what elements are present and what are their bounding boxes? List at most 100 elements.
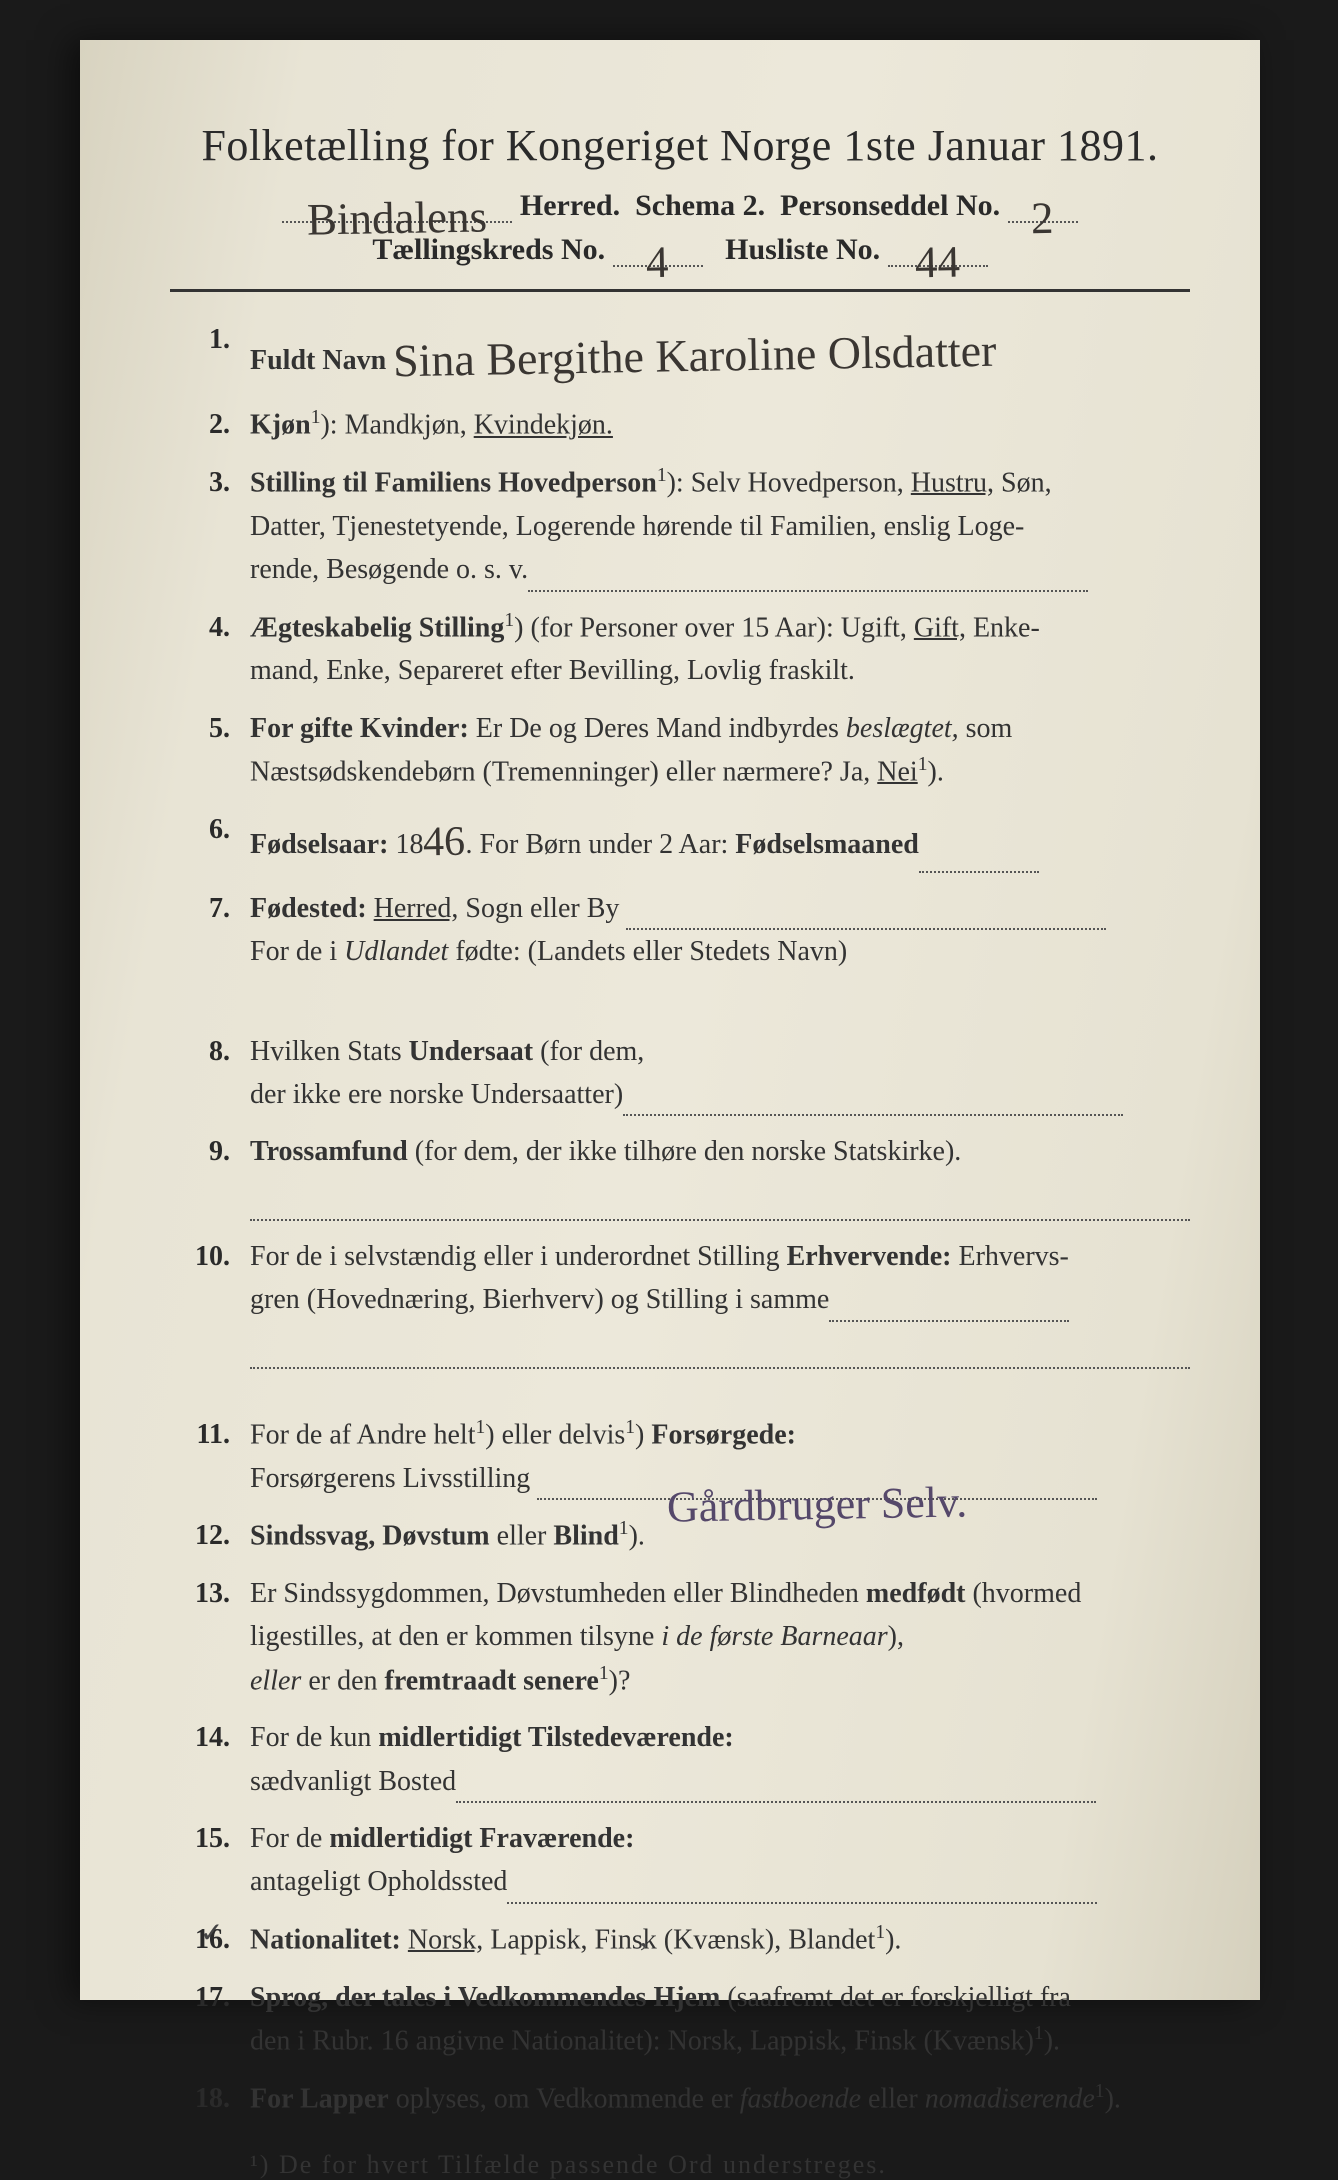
f15-line2: antageligt Opholdssted xyxy=(250,1866,507,1897)
census-form-page: Folketælling for Kongeriget Norge 1ste J… xyxy=(80,40,1260,2000)
f14-line2: sædvanligt Bosted xyxy=(250,1766,456,1797)
f13-l2a: ligestilles, at den er kommen tilsyne xyxy=(250,1621,654,1652)
field-1-name: Fuldt Navn Sina Bergithe Karoline Olsdat… xyxy=(170,318,1190,389)
f11-t1: For de af Andre helt xyxy=(250,1419,476,1450)
f17-text: (saafremt det er forskjelligt fra xyxy=(727,1982,1071,2013)
f10-line2: gren (Hovednæring, Bierhverv) og Stillin… xyxy=(250,1284,829,1315)
f8-c: (for dem, xyxy=(540,1036,644,1067)
mark-icon: ✓ xyxy=(200,1916,223,1950)
field-6-birthyear: Fødselsaar: 1846. For Børn under 2 Aar: … xyxy=(170,808,1190,873)
page-title: Folketælling for Kongeriget Norge 1ste J… xyxy=(170,120,1190,171)
field-16-nationality: Nationalitet: Norsk, Lappisk, Finsk (Kvæ… xyxy=(170,1918,1190,1962)
field-7-birthplace: Fødested: Herred, Sogn eller By For de i… xyxy=(170,887,1190,974)
f5-selected: Nei xyxy=(877,756,917,787)
f8-b: Undersaat xyxy=(409,1036,533,1067)
f3-label: Stilling til Familiens Hovedperson xyxy=(250,467,657,498)
field-list: Fuldt Navn Sina Bergithe Karoline Olsdat… xyxy=(170,318,1190,2120)
f16-selected: Norsk, xyxy=(408,1924,483,1955)
f13-l3: er den xyxy=(308,1665,377,1696)
footnote: ¹) De for hvert Tilfælde passende Ord un… xyxy=(170,2150,1190,2180)
f15-t: For de xyxy=(250,1823,322,1854)
f2-label: Kjøn xyxy=(250,410,311,441)
f5-i1: beslægtet, xyxy=(846,713,959,744)
f18-t1: oplyses, om Vedkommende er xyxy=(396,2083,733,2114)
f5-t2: som xyxy=(966,713,1013,744)
f18-i1: fastboende xyxy=(740,2083,861,2114)
field-3-relation: Stilling til Familiens Hovedperson1): Se… xyxy=(170,461,1190,592)
herred-name: Bindalens xyxy=(307,190,488,245)
f12-b2: Blind xyxy=(553,1520,618,1551)
f16-text: Lappisk, Finsk (Kvænsk), Blandet xyxy=(490,1924,875,1955)
f7-label: Fødested: xyxy=(250,893,367,924)
f10-b: Erhvervende: xyxy=(787,1241,952,1272)
f10-t2: Erhvervs- xyxy=(958,1241,1068,1272)
divider xyxy=(170,289,1190,292)
header-line-1: Bindalens Herred. Schema 2. Personseddel… xyxy=(170,189,1190,223)
husliste-no: 44 xyxy=(915,235,961,288)
f4-selected: Gift, xyxy=(914,612,966,643)
f3-line3: rende, Besøgende o. s. v. xyxy=(250,554,528,585)
f8-a: Hvilken Stats xyxy=(250,1036,402,1067)
kreds-no: 4 xyxy=(646,235,669,287)
husliste-label: Husliste No. xyxy=(725,233,880,266)
f14-t: For de kun xyxy=(250,1722,371,1753)
field-12-disability: Sindssvag, Døvstum eller Blind1). xyxy=(170,1514,1190,1558)
f2-opt-male: Mandkjøn, xyxy=(345,410,467,441)
f11-line2: Forsørgerens Livsstilling xyxy=(250,1463,530,1494)
f5-label: For gifte Kvinder: xyxy=(250,713,469,744)
f4-text: (for Personer over 15 Aar): Ugift, xyxy=(531,612,907,643)
f12-t: eller xyxy=(497,1520,547,1551)
f13-t1: Er Sindssygdommen, Døvstumheden eller Bl… xyxy=(250,1578,859,1609)
f5-line2: Næstsødskendebørn (Tremenninger) eller n… xyxy=(250,756,870,787)
field-17-language: Sprog, der tales i Vedkommendes Hjem (sa… xyxy=(170,1976,1190,2063)
herred-label: Herred. xyxy=(520,189,620,222)
f4-opts2: Enke- xyxy=(973,612,1040,643)
f15-b: midlertidigt Fraværende: xyxy=(329,1823,634,1854)
field-15-temp-absent: For de midlertidigt Fraværende: antageli… xyxy=(170,1817,1190,1904)
field-14-temp-present: For de kun midlertidigt Tilstedeværende:… xyxy=(170,1716,1190,1803)
f11-t2: eller delvis xyxy=(502,1419,626,1450)
field-11-supported: For de af Andre helt1) eller delvis1) Fo… xyxy=(170,1413,1190,1500)
f6-t2: . For Børn under 2 Aar: xyxy=(465,829,728,860)
f13-t2: (hvormed xyxy=(972,1578,1081,1609)
f7-l2a: For de i xyxy=(250,936,337,967)
f1-value: Sina Bergithe Karoline Olsdatter xyxy=(393,315,998,397)
schema-label: Schema 2. xyxy=(635,189,765,222)
f2-opt-female: Kvindekjøn. xyxy=(474,410,613,441)
field-18-lapp: For Lapper oplyses, om Vedkommende er fa… xyxy=(170,2077,1190,2121)
field-2-sex: Kjøn1): Mandkjøn, Kvindekjøn. xyxy=(170,403,1190,447)
f4-line2: mand, Enke, Separeret efter Bevilling, L… xyxy=(250,649,1190,692)
f13-l2i: i de første Barneaar xyxy=(661,1621,887,1652)
f3-opts2: Søn, xyxy=(1001,467,1052,498)
field-5-related: For gifte Kvinder: Er De og Deres Mand i… xyxy=(170,707,1190,794)
f3-line2: Datter, Tjenestetyende, Logerende hørend… xyxy=(250,505,1190,548)
f9-text: (for dem, der ikke tilhøre den norske St… xyxy=(415,1136,962,1167)
field-9-religion: Trossamfund (for dem, der ikke tilhøre d… xyxy=(170,1130,1190,1221)
field-10-occupation: For de i selvstændig eller i underordnet… xyxy=(170,1235,1190,1369)
f13-l3b: fremtraadt senere xyxy=(385,1665,599,1696)
f7-selected: Herred, xyxy=(374,893,459,924)
personseddel-no: 2 xyxy=(1031,191,1054,243)
f13-l2b: ), xyxy=(888,1621,904,1652)
f1-label: Fuldt Navn xyxy=(250,345,386,376)
f6-label2: Fødselsmaaned xyxy=(735,829,919,860)
f17-line2: den i Rubr. 16 angivne Nationalitet): No… xyxy=(250,2025,1034,2056)
f3-selected: Hustru, xyxy=(911,467,994,498)
f14-b: midlertidigt Tilstedeværende: xyxy=(378,1722,733,1753)
f13-b: medfødt xyxy=(866,1578,966,1609)
f3-opts1: Selv Hovedperson, xyxy=(691,467,904,498)
field-4-marital: Ægteskabelig Stilling1) (for Personer ov… xyxy=(170,606,1190,693)
f6-year: 46 xyxy=(423,809,466,875)
mark-icon: , xyxy=(640,1922,647,1954)
f6-label: Fødselsaar: xyxy=(250,829,388,860)
f4-label: Ægteskabelig Stilling xyxy=(250,612,504,643)
f7-l2b: fødte: (Landets eller Stedets Navn) xyxy=(455,936,847,967)
field-13-congenital: Er Sindssygdommen, Døvstumheden eller Bl… xyxy=(170,1572,1190,1703)
f13-l3i: eller xyxy=(250,1665,301,1696)
f18-b: For Lapper xyxy=(250,2083,389,2114)
f18-i2: nomadiserende xyxy=(925,2083,1095,2114)
f11-b: Forsørgede: xyxy=(651,1419,796,1450)
f7-l2i: Udlandet xyxy=(344,936,448,967)
f17-b: Sprog, der tales i Vedkommendes Hjem xyxy=(250,1982,720,2013)
f10-t1: For de i selvstændig eller i underordnet… xyxy=(250,1241,780,1272)
